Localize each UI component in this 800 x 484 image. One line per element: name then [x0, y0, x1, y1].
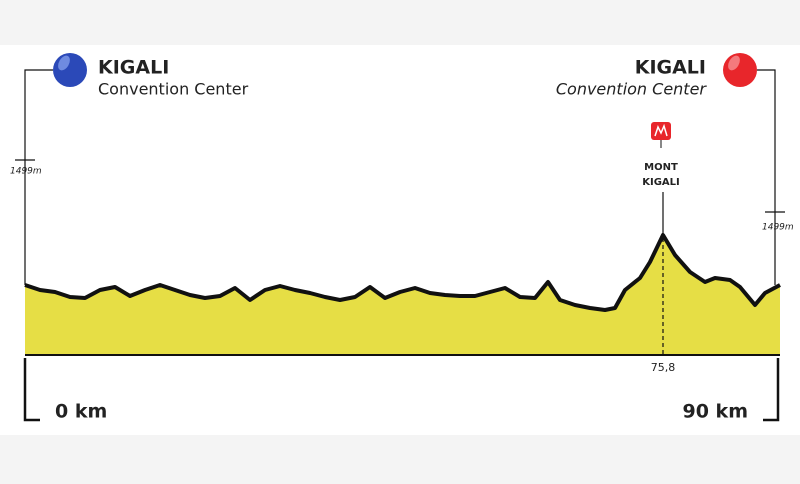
climb-icon: [651, 122, 671, 140]
finish-bracket: [763, 358, 780, 422]
climb-icon-mountain: [654, 123, 668, 137]
start-connector: [24, 69, 53, 285]
finish-connector: [757, 69, 776, 285]
climb-name: MONT: [644, 162, 678, 173]
climb-name: KIGALI: [642, 177, 680, 188]
start-ball: [53, 53, 87, 87]
finish-venue: Convention Center: [556, 80, 708, 99]
panel: [0, 45, 800, 435]
start-city: KIGALI: [98, 57, 169, 79]
climb-km: 75,8: [651, 361, 676, 374]
ball-shine: [58, 55, 70, 71]
profile-line: [24, 233, 781, 312]
finish-ball: [723, 53, 757, 87]
start-distance: 0 km: [55, 401, 107, 423]
profile-area: [25, 235, 780, 355]
finish-distance: 90 km: [683, 401, 749, 423]
start-bracket: [23, 358, 40, 422]
altitude-label: 1499m: [762, 223, 794, 233]
finish-city: KIGALI: [635, 57, 706, 79]
ball-shine: [728, 55, 740, 71]
start-venue: Convention Center: [98, 80, 249, 99]
altitude-label: 1499m: [10, 167, 42, 177]
